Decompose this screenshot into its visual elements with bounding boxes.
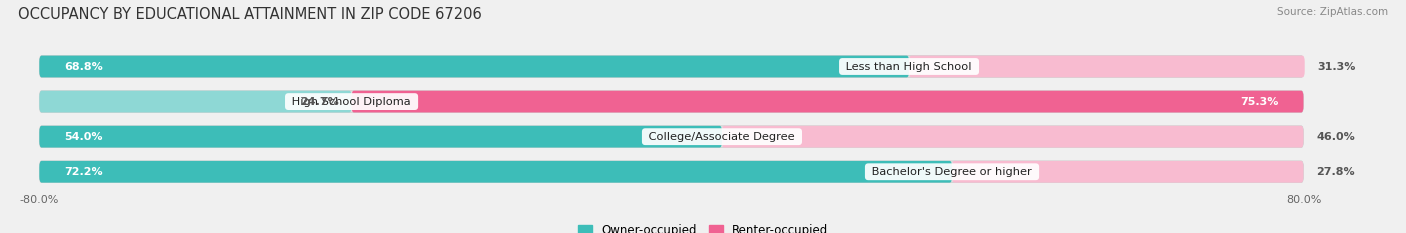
Text: Less than High School: Less than High School [842,62,976,72]
Text: OCCUPANCY BY EDUCATIONAL ATTAINMENT IN ZIP CODE 67206: OCCUPANCY BY EDUCATIONAL ATTAINMENT IN Z… [18,7,482,22]
FancyBboxPatch shape [39,91,1303,113]
FancyBboxPatch shape [352,91,1303,113]
FancyBboxPatch shape [39,126,1303,147]
FancyBboxPatch shape [39,161,1303,183]
FancyBboxPatch shape [952,161,1303,183]
FancyBboxPatch shape [39,91,352,113]
FancyBboxPatch shape [910,56,1305,77]
Text: 31.3%: 31.3% [1317,62,1355,72]
Text: 24.7%: 24.7% [301,97,339,106]
Text: 54.0%: 54.0% [65,132,103,142]
Text: 68.8%: 68.8% [65,62,104,72]
Text: 75.3%: 75.3% [1240,97,1278,106]
Text: College/Associate Degree: College/Associate Degree [645,132,799,142]
Text: Source: ZipAtlas.com: Source: ZipAtlas.com [1277,7,1388,17]
Text: Bachelor's Degree or higher: Bachelor's Degree or higher [869,167,1036,177]
FancyBboxPatch shape [39,126,721,147]
FancyBboxPatch shape [721,126,1303,147]
FancyBboxPatch shape [39,56,910,77]
Legend: Owner-occupied, Renter-occupied: Owner-occupied, Renter-occupied [572,219,834,233]
Text: High School Diploma: High School Diploma [288,97,415,106]
Text: 27.8%: 27.8% [1316,167,1355,177]
FancyBboxPatch shape [39,56,1303,77]
FancyBboxPatch shape [39,161,952,183]
Text: 46.0%: 46.0% [1316,132,1355,142]
Text: 72.2%: 72.2% [65,167,103,177]
